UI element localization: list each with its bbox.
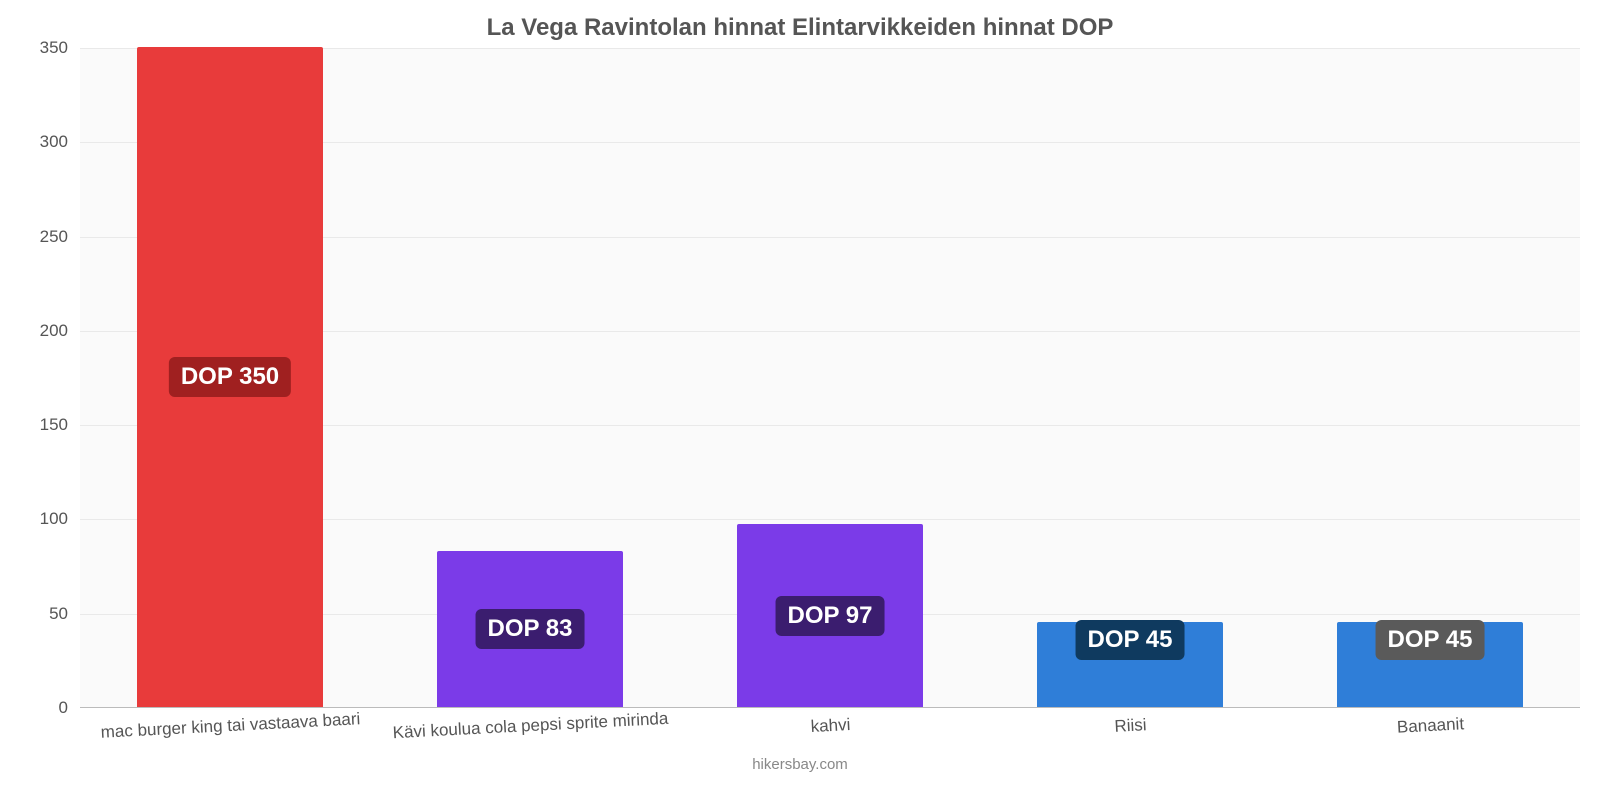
plot-area: DOP 350 DOP 83 DOP 97 DOP 45 DOP 45 xyxy=(80,48,1580,708)
chart-container: La Vega Ravintolan hinnat Elintarvikkeid… xyxy=(0,0,1600,800)
y-tick-label: 350 xyxy=(0,38,68,58)
y-tick-label: 300 xyxy=(0,132,68,152)
bar: DOP 350 xyxy=(137,47,323,707)
bar-value-badge: DOP 45 xyxy=(1376,620,1485,660)
y-tick-label: 0 xyxy=(0,698,68,718)
bar-value-badge: DOP 97 xyxy=(776,596,885,636)
bar-value-badge: DOP 83 xyxy=(476,609,585,649)
x-axis-label: Kävi koulua cola pepsi sprite mirinda xyxy=(392,709,669,743)
bar: DOP 45 xyxy=(1337,622,1523,707)
x-axis-label: Banaanit xyxy=(1396,714,1464,737)
y-tick-label: 100 xyxy=(0,509,68,529)
bar: DOP 97 xyxy=(737,524,923,707)
x-axis-label: Riisi xyxy=(1114,715,1147,737)
bar: DOP 45 xyxy=(1037,622,1223,707)
chart-title: La Vega Ravintolan hinnat Elintarvikkeid… xyxy=(0,14,1600,42)
bar-value-badge: DOP 45 xyxy=(1076,620,1185,660)
attribution: hikersbay.com xyxy=(0,756,1600,773)
y-tick-label: 200 xyxy=(0,321,68,341)
y-tick-label: 150 xyxy=(0,415,68,435)
bar-value-badge: DOP 350 xyxy=(169,357,291,397)
y-tick-label: 50 xyxy=(0,604,68,624)
y-tick-label: 250 xyxy=(0,227,68,247)
x-axis-label: mac burger king tai vastaava baari xyxy=(100,709,361,743)
x-axis-label: kahvi xyxy=(810,715,851,737)
bar: DOP 83 xyxy=(437,551,623,708)
